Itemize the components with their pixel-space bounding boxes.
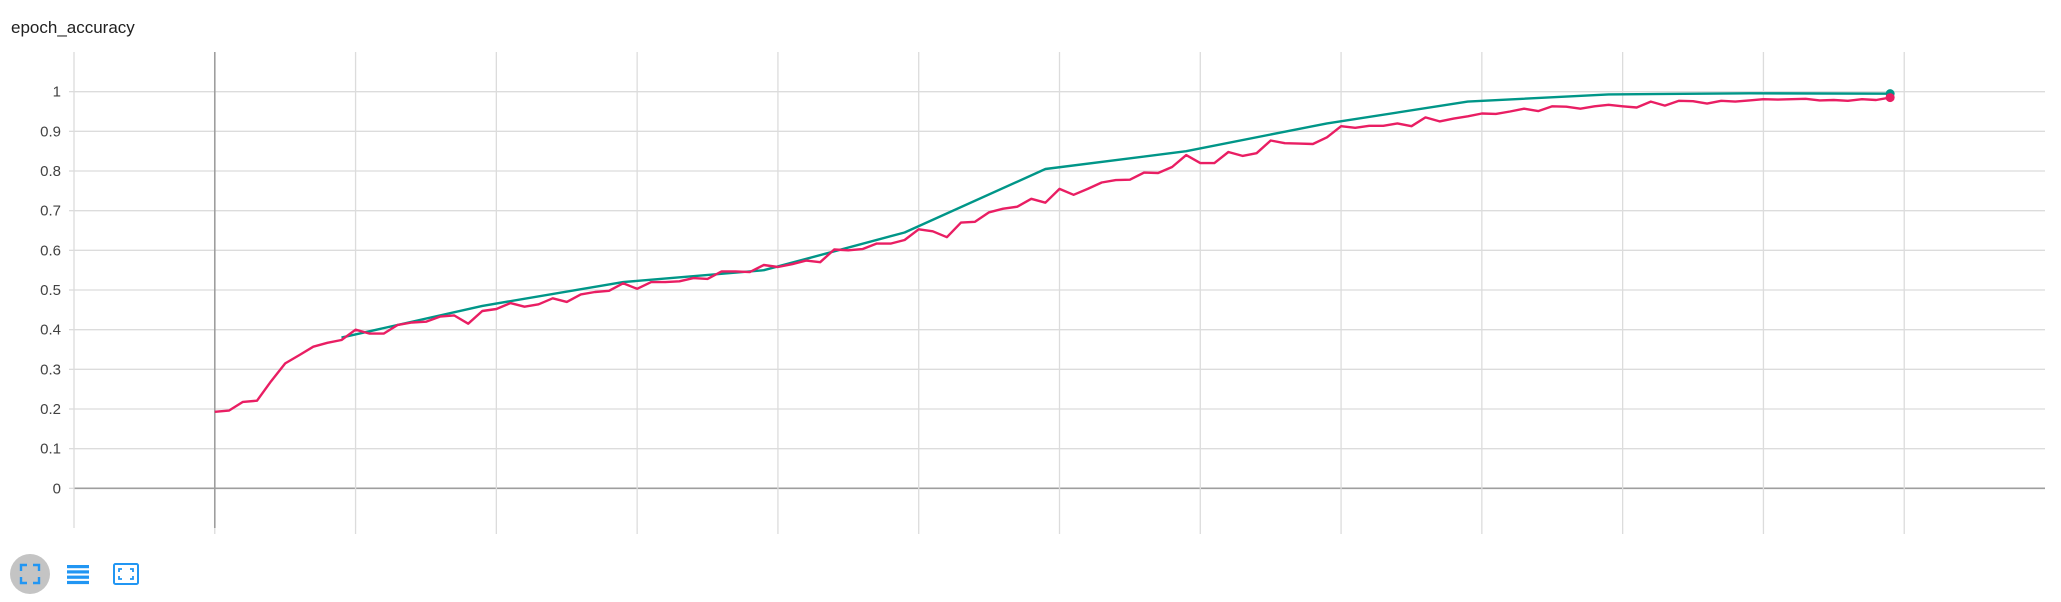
fit-domain-icon <box>19 563 41 585</box>
series-line-train <box>214 96 1891 413</box>
y-tick-label: 0.7 <box>40 203 61 220</box>
fullscreen-icon <box>113 563 139 585</box>
y-tick-label: 0.5 <box>40 282 61 299</box>
x-tick-label: 10 <box>347 538 364 540</box>
chart-title: epoch_accuracy <box>11 18 135 37</box>
data-table-button[interactable] <box>58 554 98 594</box>
x-tick-label: 60 <box>1051 538 1068 540</box>
data-table-icon <box>67 565 89 585</box>
x-tick-label: 110 <box>1751 538 1775 540</box>
x-tick-label: 120 <box>1892 538 1917 540</box>
fit-domain-button[interactable] <box>10 554 50 594</box>
x-tick-label: 70 <box>1192 538 1209 540</box>
y-tick-label: 0.8 <box>40 163 61 180</box>
x-tick-label: 30 <box>629 538 646 540</box>
x-tick-label: 80 <box>1333 538 1350 540</box>
x-tick-label: 40 <box>770 538 787 540</box>
series-end-point-train <box>1885 93 1895 103</box>
y-tick-label: 0.3 <box>40 361 61 378</box>
x-tick-label: 0 <box>211 538 219 540</box>
x-tick-label: 100 <box>1610 538 1635 540</box>
y-tick-label: 0.4 <box>40 322 61 339</box>
y-tick-label: 0.9 <box>40 123 61 140</box>
y-tick-label: 0.6 <box>40 242 61 259</box>
x-tick-label: 20 <box>488 538 505 540</box>
y-tick-label: 0 <box>53 480 61 497</box>
line-chart[interactable]: 00.10.20.30.40.50.60.70.80.9101020304050… <box>0 0 2061 540</box>
chart-toolbar <box>10 554 146 594</box>
y-tick-label: 1 <box>53 84 61 101</box>
series-line-validation <box>341 92 1891 339</box>
fullscreen-button[interactable] <box>106 554 146 594</box>
x-tick-label: 50 <box>910 538 927 540</box>
y-tick-label: 0.1 <box>40 441 61 458</box>
y-tick-label: 0.2 <box>40 401 61 418</box>
x-tick-label: 90 <box>1474 538 1491 540</box>
